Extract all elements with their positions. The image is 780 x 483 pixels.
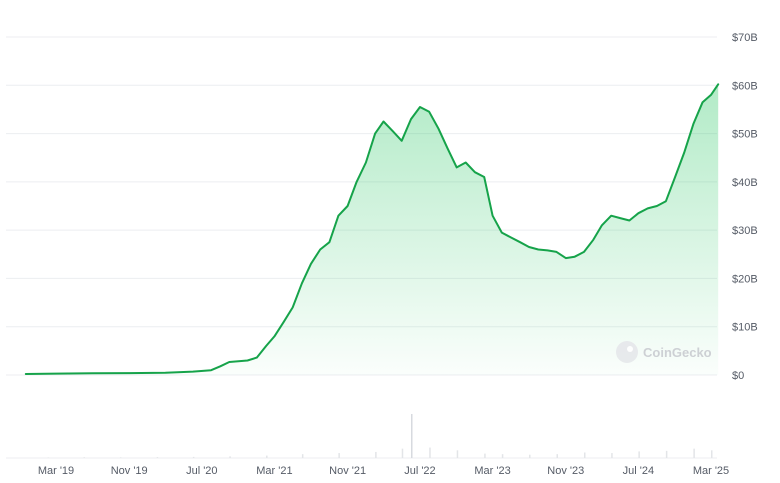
volume-bar [301,454,304,458]
y-tick-label: $0 [732,370,744,382]
volume-bar [556,454,559,458]
volume-bar [429,447,431,458]
market-cap-series [24,83,720,376]
x-tick-label: Mar '23 [474,465,510,477]
y-tick-label: $30B [732,225,758,237]
x-tick-label: Jul '22 [404,465,435,477]
volume-bar [410,414,413,458]
volume-bar [501,454,504,458]
x-tick-label: Jul '20 [186,465,217,477]
y-tick-label: $70B [732,32,758,44]
x-tick-label: Nov '21 [329,465,366,477]
market-cap-area [25,84,719,376]
market-cap-line [24,83,720,375]
y-axis: $0 $10B $20B $30B $40B $50B $60B $70B [732,32,758,382]
volume-bar [693,448,695,458]
volume-bars [47,414,713,458]
y-tick-label: $20B [732,273,758,285]
watermark-text: CoinGecko [643,345,712,360]
volume-bar [638,451,640,458]
volume-bar [338,453,340,458]
volume-bar [192,456,195,458]
volume-bar [229,456,231,458]
x-tick-label: Mar '21 [256,465,292,477]
y-tick-label: $60B [732,80,758,92]
volume-bar [611,453,613,458]
volume-bar [266,455,268,458]
x-tick-label: Jul '24 [623,465,654,477]
volume-bar [711,450,713,458]
volume-bar [83,457,85,458]
volume-bar [375,451,377,458]
x-tick-label: Mar '19 [38,465,74,477]
volume-bar [401,448,404,458]
x-tick-label: Nov '23 [547,465,584,477]
volume-bar [484,453,486,458]
coingecko-watermark: CoinGecko [616,341,712,363]
gecko-eye-icon [627,346,633,352]
volume-bar [47,457,50,458]
volume-bar [529,454,531,458]
y-tick-label: $50B [732,129,758,141]
volume-bar [584,452,586,458]
volume-bar [156,457,159,458]
x-axis: Mar '19 Nov '19 Jul '20 Mar '21 Nov '21 Jul '… [38,465,729,477]
volume-bar [665,450,668,458]
gecko-logo-icon [616,341,638,363]
x-tick-label: Mar '25 [693,465,729,477]
volume-bar [119,457,122,458]
y-tick-label: $40B [732,177,758,189]
y-tick-label: $10B [732,322,758,334]
volume-bar [456,450,459,458]
x-tick-label: Nov '19 [111,465,148,477]
